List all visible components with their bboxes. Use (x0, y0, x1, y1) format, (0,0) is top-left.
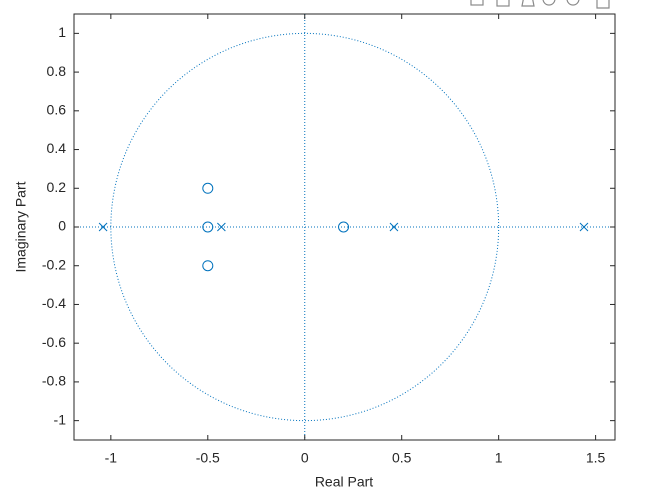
zero-marker (338, 221, 350, 233)
toolbar-icon[interactable] (566, 0, 580, 6)
y-tick-label: -1 (54, 411, 67, 427)
y-tick-label: -0.8 (42, 373, 66, 389)
x-axis-label: Real Part (315, 474, 373, 490)
zero-marker (202, 182, 214, 194)
y-tick-label: 0.4 (47, 140, 67, 156)
pole-marker (217, 222, 226, 232)
toolbar-icon[interactable] (521, 0, 535, 7)
pole-marker (389, 222, 399, 232)
pole-marker (98, 222, 108, 232)
x-tick-label: 0.5 (392, 450, 412, 466)
y-tick-label: -0.6 (42, 334, 66, 350)
x-tick-label: -0.5 (196, 450, 220, 466)
zero-marker (202, 221, 214, 233)
unit-circle (110, 32, 500, 422)
y-tick-label: -0.4 (42, 295, 66, 311)
toolbar-icon[interactable] (496, 0, 510, 7)
y-axis-label: Imaginary Part (13, 181, 29, 272)
x-tick-label: 1.5 (586, 450, 606, 466)
x-tick-label: -1 (105, 450, 118, 466)
x-tick-label: 1 (495, 450, 503, 466)
toolbar (470, 0, 610, 9)
x-tick-label: 0 (301, 450, 309, 466)
y-tick-label: 1 (58, 24, 66, 40)
zero-marker (202, 260, 214, 272)
pole-marker (579, 222, 589, 232)
toolbar-icon[interactable] (470, 0, 484, 6)
y-tick-label: 0 (58, 218, 66, 234)
toolbar-icon[interactable] (596, 0, 610, 9)
toolbar-icon[interactable] (542, 0, 556, 6)
y-tick-label: -0.2 (42, 256, 66, 272)
y-tick-label: 0.2 (47, 179, 67, 195)
y-tick-label: 0.8 (47, 63, 67, 79)
y-tick-label: 0.6 (47, 102, 67, 118)
